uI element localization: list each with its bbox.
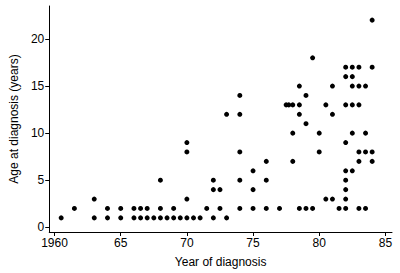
svg-text:85: 85: [379, 236, 393, 250]
svg-text:65: 65: [114, 236, 128, 250]
svg-text:75: 75: [246, 236, 260, 250]
svg-text:5: 5: [38, 173, 45, 187]
svg-text:80: 80: [313, 236, 327, 250]
svg-text:20: 20: [31, 32, 45, 46]
svg-text:70: 70: [180, 236, 194, 250]
svg-text:Year of diagnosis: Year of diagnosis: [175, 255, 267, 269]
svg-text:15: 15: [31, 79, 45, 93]
svg-text:Age at diagnosis (years): Age at diagnosis (years): [7, 54, 21, 183]
svg-text:1960: 1960: [41, 236, 68, 250]
svg-text:10: 10: [31, 126, 45, 140]
svg-text:0: 0: [38, 220, 45, 234]
